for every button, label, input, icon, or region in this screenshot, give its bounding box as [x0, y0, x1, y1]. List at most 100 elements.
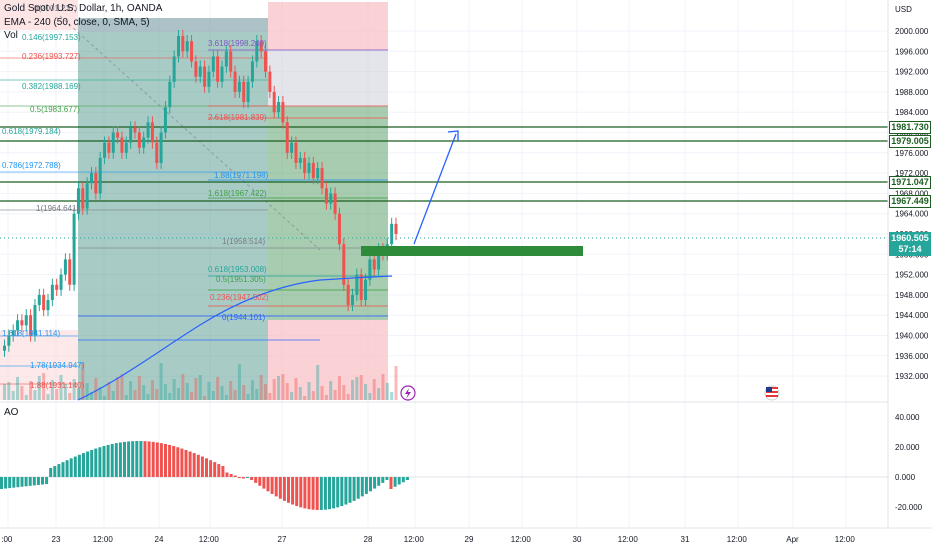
ao-axis[interactable]: 40.000 20.000 0.000 -20.000 [895, 413, 923, 512]
candle-body [233, 71, 237, 92]
candle-body [63, 259, 67, 275]
projection-arrow[interactable] [413, 130, 459, 245]
volume-bar [24, 395, 28, 400]
volume-bar [264, 384, 267, 400]
candle-body [98, 157, 102, 194]
volume-bar [72, 379, 76, 400]
candle-body [72, 213, 76, 285]
volume-bar [294, 378, 298, 400]
candle-body [329, 193, 333, 204]
candle-body [116, 132, 120, 138]
fib-label: 0.786(1972.788) [2, 161, 61, 170]
left-red-zone [0, 330, 78, 400]
ema-line [77, 275, 393, 401]
ao-bar [278, 477, 282, 499]
ao-bar [4, 477, 8, 489]
level-badge: 1971.047 [889, 176, 931, 189]
volume-bar [211, 391, 215, 400]
time-tick: 31 [681, 535, 690, 544]
volume-bar [177, 388, 180, 400]
volume-bar [385, 383, 389, 400]
candle-body [129, 127, 133, 143]
ao-bar [176, 447, 180, 477]
price-tick: 1964.000 [895, 210, 929, 219]
time-tick: 12:00 [511, 535, 532, 544]
time-axis[interactable]: :00 23 12:00 24 12:00 27 28 12:00 29 12:00 30 12:00… [1, 535, 855, 544]
ao-bar [151, 441, 155, 477]
volume-indicator-label[interactable]: Vol [4, 30, 18, 41]
price-tick: 1944.000 [895, 311, 929, 320]
volume-bar [216, 377, 220, 400]
ao-bar [397, 477, 401, 485]
ao-bar [114, 443, 118, 477]
ao-bar [209, 460, 213, 477]
volume-bar [337, 376, 341, 400]
volume-bar [207, 382, 211, 400]
ao-bar [303, 477, 307, 509]
candle-body [150, 122, 154, 143]
candle-body [377, 249, 381, 270]
volume-bar [181, 374, 185, 400]
volume-bar [303, 396, 307, 400]
ao-tick: -20.000 [895, 503, 923, 512]
volume-bar [129, 381, 133, 400]
ao-bar [287, 477, 290, 503]
candle-body [285, 122, 289, 153]
ao-bar [28, 477, 32, 486]
ao-bar [225, 472, 229, 477]
ao-bar [360, 477, 364, 497]
fib-label: 0(2001.237) [34, 4, 77, 13]
ao-bar [262, 477, 266, 489]
volume-bar [307, 382, 311, 400]
volume-bar [237, 364, 241, 400]
ao-bar [102, 446, 106, 477]
volume-bar [124, 395, 128, 400]
ao-bar [49, 468, 53, 477]
ao-bar [168, 444, 172, 477]
ao-tick: 40.000 [895, 413, 920, 422]
lightning-icon[interactable] [400, 385, 416, 401]
ao-bar [8, 477, 12, 489]
candle-body [90, 173, 93, 184]
volume-bar [81, 362, 85, 400]
candle-body [159, 132, 163, 163]
symbol-title[interactable]: Gold Spot / U.S. Dollar, 1h, OANDA [4, 3, 163, 14]
ao-bar [192, 453, 196, 477]
ao-bar [389, 477, 393, 489]
ao-bar [53, 466, 57, 477]
ao-bar [159, 443, 163, 477]
volume-bar [324, 395, 328, 400]
candle-body [368, 259, 372, 280]
ao-bar [69, 458, 73, 477]
ao-bar [266, 477, 270, 492]
candle-body [207, 71, 211, 87]
volume-bar [281, 374, 285, 400]
volume-bar [85, 383, 89, 400]
candle-body [294, 142, 298, 163]
ao-bar [213, 462, 217, 477]
candle-body [107, 142, 111, 153]
price-axis[interactable]: USD 2000.000 1996.000 1992.000 1988.000 1984… [895, 5, 929, 381]
fib-label: 1.618(1967.422) [208, 189, 267, 198]
ao-bar [180, 448, 184, 477]
ema-indicator-label[interactable]: EMA - 240 (50, close, 0, SMA, 5) [4, 17, 150, 28]
candle-body [337, 213, 341, 245]
demand-zone[interactable] [361, 246, 583, 256]
ao-indicator-label[interactable]: AO [4, 407, 19, 418]
time-tick: :00 [1, 535, 13, 544]
volume-bar [76, 388, 80, 400]
candle-body [55, 284, 59, 290]
candle-body [237, 81, 241, 92]
volume-bar [242, 385, 246, 400]
ao-bar [86, 451, 90, 477]
level-badge: 1979.005 [889, 135, 931, 148]
volume-bar [120, 374, 124, 400]
ao-bar [250, 477, 254, 480]
volume-bar [7, 382, 11, 400]
volume-bar [172, 379, 176, 400]
volume-bar [46, 394, 50, 400]
ao-bar [352, 477, 356, 501]
fib-label: 1.88(1971.198) [214, 171, 269, 180]
us-flag-icon[interactable] [764, 385, 780, 401]
